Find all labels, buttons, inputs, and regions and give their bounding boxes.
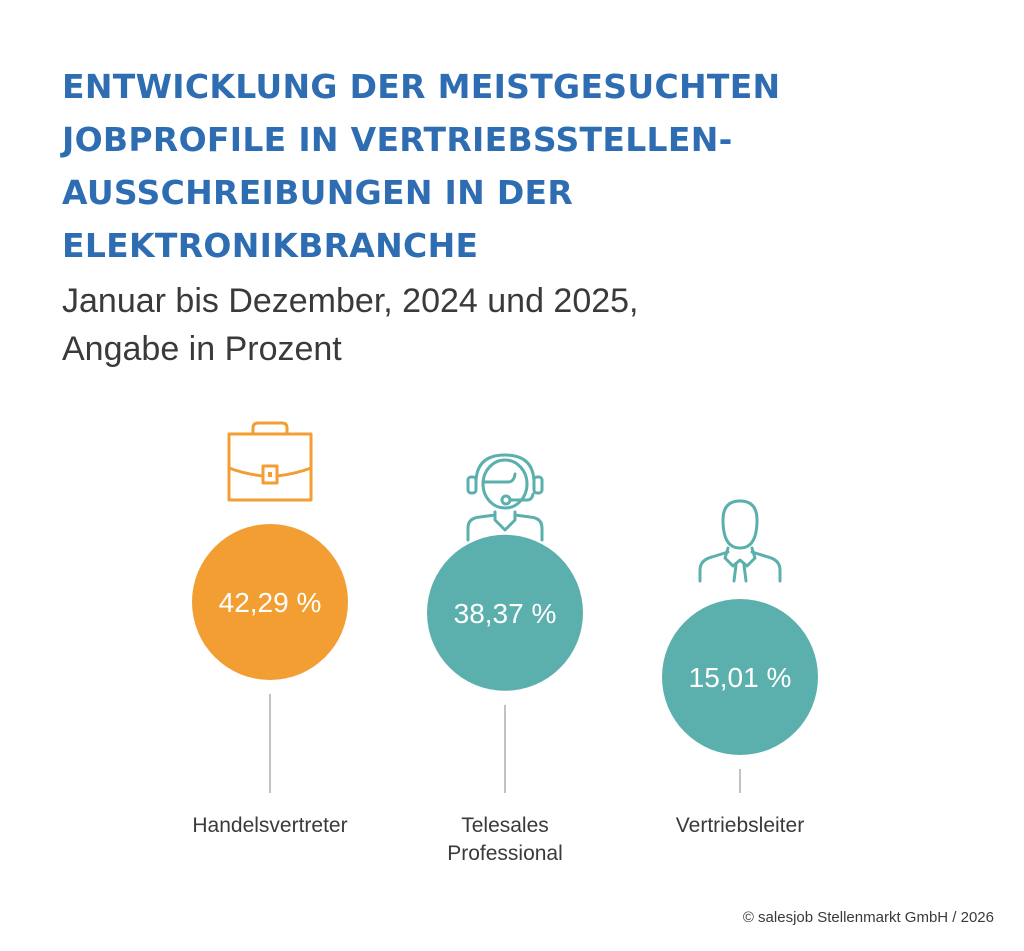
category-label: Vertriebsleiter [676,814,804,837]
chart-subtitle-line: Januar bis Dezember, 2024 und 2025, [62,282,639,320]
bubble-group: 38,37 % Telesales Professional [427,453,583,865]
businessman-shoulders [698,550,782,583]
headset-mic [500,494,512,506]
bubble-group: 42,29 % Handelsvertreter [192,421,348,837]
value-bubble [192,524,348,680]
bubble-group: 15,01 % Vertriebsleiter [662,499,818,837]
value-label: 38,37 % [454,598,557,629]
briefcase-clasp-dot [268,472,272,477]
briefcase-handle [251,421,289,436]
chart-title-line: JOBPROFILE IN VERTRIEBSSTELLEN- [62,120,733,159]
headset-ear-left [466,475,478,495]
category-label: Telesales [461,814,549,837]
value-bubble [662,599,818,755]
chart-title-line: ENTWICKLUNG DER MEISTGESUCHTEN [62,67,781,106]
businessman-tie [732,563,748,583]
agent-hair [481,472,517,484]
businessman-icon [698,499,782,583]
agent-collar [493,510,517,532]
category-label: Professional [447,842,563,865]
headset-mic-arm [508,492,535,502]
copyright-footer: © salesjob Stellenmarkt GmbH / 2026 [742,909,994,926]
briefcase-clasp [261,464,279,485]
value-label: 42,29 % [219,587,322,618]
chart-title-line: AUSSCHREIBUNGEN IN DER [62,173,574,212]
agent-head [481,458,529,510]
briefcase-flap [227,466,313,478]
value-label: 15,01 % [689,662,792,693]
briefcase-icon [227,421,313,502]
value-bubble [427,534,583,691]
category-label: Handelsvertreter [192,814,347,837]
businessman-head [721,499,759,550]
chart-title: ENTWICKLUNG DER MEISTGESUCHTEN JOBPROFIL… [62,60,962,272]
agent-shoulders [466,513,544,542]
headset-ear-right [532,475,544,495]
chart-title-line: ELEKTRONIKBRANCHE [62,226,479,265]
headset-agent-icon [466,453,544,542]
chart-subtitle: Januar bis Dezember, 2024 und 2025, Anga… [62,277,962,373]
businessman-collar [723,546,757,568]
chart-subtitle-line: Angabe in Prozent [62,330,342,368]
headset-band [474,453,536,485]
